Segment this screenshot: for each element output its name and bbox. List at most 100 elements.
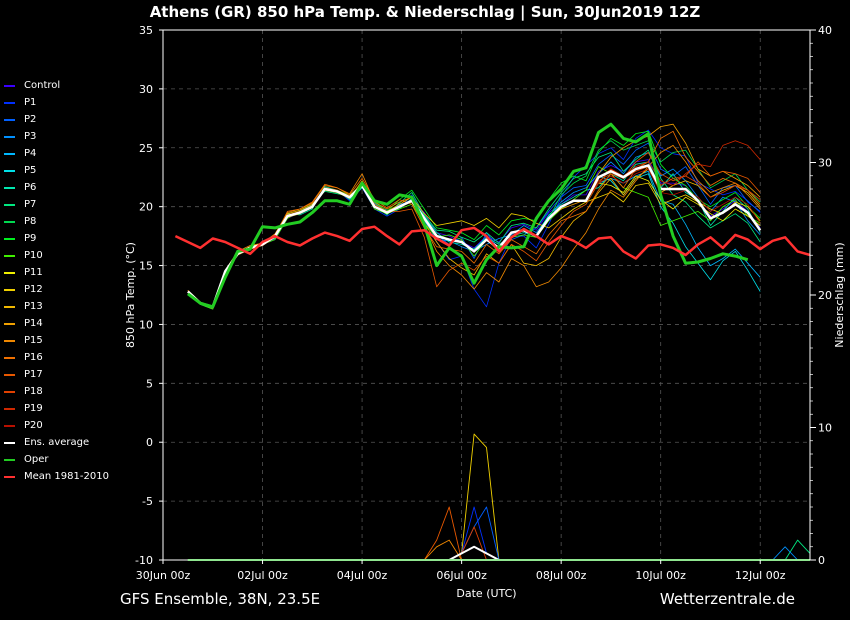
precip-series [187,433,811,561]
legend-item: P20 [4,417,109,434]
legend-label: P20 [24,420,43,431]
legend-item: P8 [4,213,109,230]
legend-swatch [4,271,15,274]
main-series [174,122,811,309]
y-tick-label: -10 [135,554,153,567]
legend-item: P16 [4,349,109,366]
legend-label: Mean 1981-2010 [24,471,109,482]
legend-item: P10 [4,247,109,264]
series-oper [186,122,749,309]
legend-label: P2 [24,114,37,125]
legend-label: P13 [24,301,43,312]
footer-brand: Wetterzentrale.de [659,590,795,608]
legend-swatch [4,220,15,223]
legend-label: P5 [24,165,37,176]
legend-item: P9 [4,230,109,247]
y-tick-label: 25 [139,142,153,155]
legend-item: P2 [4,111,109,128]
legend-item: P4 [4,145,109,162]
legend-swatch [4,84,15,87]
x-tick-label: 06Jul 00z [436,569,487,582]
legend-label: P9 [24,233,37,244]
legend-item: P11 [4,264,109,281]
legend-label: P3 [24,131,37,142]
legend-item: P18 [4,383,109,400]
legend-swatch [4,458,15,461]
legend-label: P10 [24,250,43,261]
series-p16 [187,130,761,309]
legend-swatch [4,339,15,342]
legend-item: Mean 1981-2010 [4,468,109,485]
legend-swatch [4,407,15,410]
legend-item: Oper [4,451,109,468]
series-mean-1981-2010 [174,225,811,260]
y-tick-label: 5 [146,377,153,390]
legend-swatch [4,322,15,325]
legend-label: P17 [24,369,43,380]
precip-p2 [448,506,512,561]
plot-frame [162,29,811,561]
x-tick-label: 12Jul 00z [735,569,786,582]
legend-label: P6 [24,182,37,193]
precip-p12 [448,433,512,561]
legend-label: Ens. average [24,437,90,448]
precip-p1 [448,506,512,561]
x-tick-label: 08Jul 00z [536,569,587,582]
y2-tick-label: 0 [818,554,825,567]
y-tick-label: 0 [146,436,153,449]
y-tick-label: 20 [139,201,153,214]
precip-p7 [784,539,811,561]
series-control [187,159,761,309]
footer-model: GFS Ensemble, 38N, 23.5E [120,590,321,608]
legend-label: P7 [24,199,37,210]
y2-tick-label: 10 [818,422,832,435]
legend: Control P1 P2 P3 P4 P5 P6 P7 P8 P9 P10 P11 P12 P13 P14… [4,77,109,485]
y2-tick-label: 20 [818,289,832,302]
series-ens-average [187,164,762,309]
legend-item: P15 [4,332,109,349]
y2-tick-label: 40 [818,24,832,37]
legend-swatch [4,254,15,257]
legend-item: P19 [4,400,109,417]
y-tick-label: 15 [139,260,153,273]
legend-item: Ens. average [4,434,109,451]
legend-item: Control [4,77,109,94]
legend-label: P4 [24,148,37,159]
legend-swatch [4,203,15,206]
legend-swatch [4,441,15,444]
legend-label: P11 [24,267,43,278]
y-tick-label: 10 [139,318,153,331]
legend-item: P14 [4,315,109,332]
axes: 35 30 25 20 15 10 5 0 -5 -10 40 30 20 10 0 30Jun 00z 02J… [124,24,846,600]
legend-swatch [4,305,15,308]
y2-tick-label: 30 [818,157,832,170]
legend-swatch [4,356,15,359]
legend-label: P12 [24,284,43,295]
grid [163,30,810,560]
legend-label: Oper [24,454,49,465]
legend-item: P3 [4,128,109,145]
legend-swatch [4,237,15,240]
x-tick-label: 04Jul 00z [337,569,388,582]
legend-label: P19 [24,403,43,414]
legend-item: P7 [4,196,109,213]
legend-swatch [4,101,15,104]
y-tick-label: 30 [139,83,153,96]
precip-p3 [772,546,810,561]
y-tick-label: -5 [142,495,153,508]
legend-swatch [4,424,15,427]
legend-swatch [4,475,15,478]
legend-swatch [4,135,15,138]
x-tick-label: 10Jul 00z [635,569,686,582]
x-axis-label: Date (UTC) [456,587,516,600]
legend-swatch [4,288,15,291]
x-tick-label: 02Jul 00z [237,569,288,582]
legend-item: P1 [4,94,109,111]
y-tick-label: 35 [139,24,153,37]
y2-axis-label: Niederschlag (mm) [833,242,846,347]
legend-swatch [4,118,15,121]
legend-label: P15 [24,335,43,346]
legend-label: P14 [24,318,43,329]
legend-swatch [4,169,15,172]
